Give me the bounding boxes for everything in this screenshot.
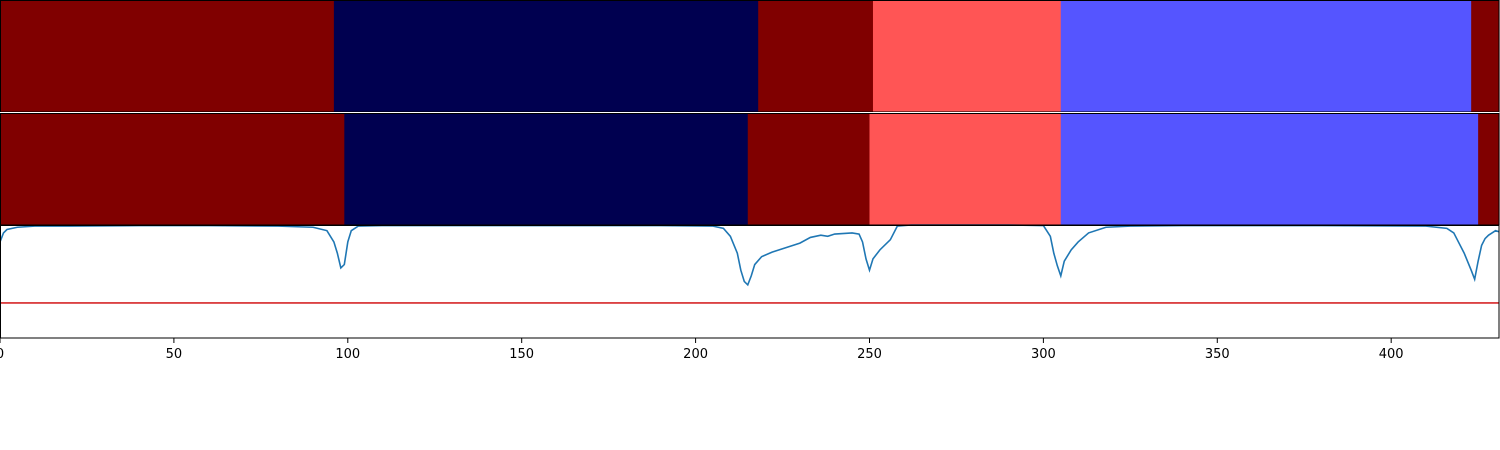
panel-frames bbox=[0, 0, 1500, 339]
x-tick-label-50: 50 bbox=[166, 347, 183, 362]
panel-frame-3 bbox=[0, 225, 1500, 339]
heatmap-strip-2 bbox=[0, 113, 1500, 225]
segment-1-6 bbox=[1471, 0, 1500, 112]
x-tick-label-400: 400 bbox=[1379, 347, 1404, 362]
x-tick-label-150: 150 bbox=[509, 347, 534, 362]
line-plot-panel bbox=[0, 224, 1500, 304]
x-axis: 0 50 100 150 200 250 300 350 400 bbox=[0, 338, 1404, 362]
x-tick-label-350: 350 bbox=[1205, 347, 1230, 362]
segment-2-2 bbox=[344, 113, 749, 225]
series-line bbox=[0, 224, 1500, 287]
segment-1-3 bbox=[758, 0, 874, 112]
segment-2-5 bbox=[1060, 113, 1479, 225]
segment-1-1 bbox=[0, 0, 335, 112]
segment-2-4 bbox=[869, 113, 1062, 225]
x-tick-label-300: 300 bbox=[1031, 347, 1056, 362]
x-tick-label-100: 100 bbox=[335, 347, 360, 362]
segment-2-3 bbox=[747, 113, 871, 225]
segment-1-2 bbox=[333, 0, 759, 112]
segment-2-1 bbox=[0, 113, 345, 225]
segment-1-5 bbox=[1060, 0, 1472, 112]
segment-2-6 bbox=[1478, 113, 1500, 225]
heatmap-strip-1 bbox=[0, 0, 1500, 112]
segment-1-4 bbox=[872, 0, 1062, 112]
x-tick-label-250: 250 bbox=[857, 347, 882, 362]
x-tick-label-0: 0 bbox=[0, 347, 4, 362]
x-tick-label-200: 200 bbox=[683, 347, 708, 362]
